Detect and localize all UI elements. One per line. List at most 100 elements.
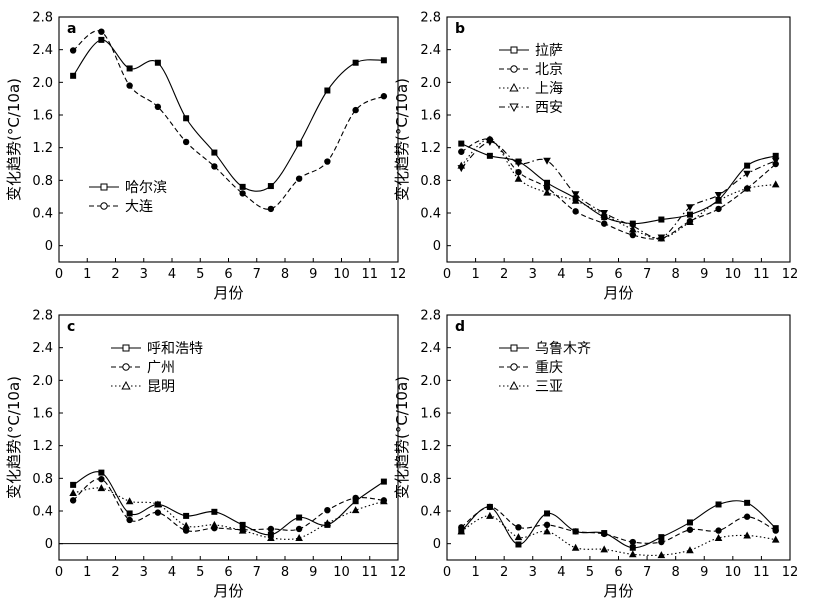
legend-label: 西安: [535, 100, 563, 116]
x-tick-label: 9: [700, 565, 708, 580]
series-line: [460, 138, 776, 239]
x-tick-label: 10: [725, 565, 742, 580]
x-tick-label: 2: [111, 267, 119, 282]
data-point: [352, 59, 359, 66]
legend-marker: [100, 202, 108, 210]
legend-label: 北京: [535, 62, 563, 78]
y-axis-label: 变化趋势(°C/10a): [5, 376, 23, 499]
x-tick-label: 1: [83, 267, 91, 282]
data-point: [154, 59, 161, 66]
series-大连: [69, 28, 388, 213]
x-tick-label: 4: [557, 565, 565, 580]
data-point: [324, 158, 331, 165]
x-tick-label: 9: [309, 267, 317, 282]
legend-label: 哈尔滨: [125, 180, 167, 196]
data-point: [515, 168, 522, 176]
data-point: [572, 528, 579, 535]
data-point: [324, 87, 331, 94]
y-tick-label: 0.8: [420, 472, 441, 487]
data-point: [267, 205, 275, 213]
legend-marker: [509, 103, 519, 113]
series-昆明: [69, 484, 388, 541]
data-point: [267, 525, 275, 533]
data-point: [629, 544, 636, 551]
data-point: [183, 115, 190, 122]
series-line: [460, 500, 777, 549]
data-point: [126, 82, 133, 89]
series-哈尔滨: [70, 36, 387, 192]
data-point: [458, 140, 465, 147]
legend-label: 呼和浩特: [147, 341, 203, 357]
y-tick-label: 0.8: [32, 472, 53, 487]
data-point: [543, 188, 551, 196]
data-point: [514, 174, 523, 182]
x-tick-label: 12: [782, 565, 799, 580]
legend-label: 大连: [125, 199, 153, 215]
series-line: [460, 141, 776, 239]
data-point: [514, 533, 523, 541]
data-point: [211, 163, 218, 170]
y-tick-label: 2.8: [420, 309, 441, 324]
data-point: [98, 28, 105, 35]
panel-d: 0 1 2 3 4 5 6 7 8 9 10 11 1200.40.81.21.62.02.42.8月份…: [393, 309, 798, 601]
data-point: [126, 65, 133, 72]
x-axis-label: 月份: [213, 284, 243, 302]
data-point: [211, 149, 218, 156]
x-tick-label: 8: [281, 565, 289, 580]
x-tick-label: 2: [111, 565, 119, 580]
legend-label: 上海: [535, 81, 563, 97]
data-point: [772, 152, 779, 159]
data-point: [295, 533, 303, 541]
data-point: [744, 499, 751, 506]
legend-marker: [100, 183, 108, 191]
data-point: [98, 469, 105, 476]
panel-label: b: [455, 21, 465, 37]
data-point: [182, 138, 190, 146]
data-point: [714, 196, 723, 204]
data-point: [571, 196, 580, 204]
data-point: [380, 478, 387, 485]
data-point: [486, 138, 494, 146]
x-tick-label: 11: [361, 267, 378, 282]
y-tick-label: 0.8: [32, 174, 53, 189]
y-tick-label: 1.2: [420, 439, 441, 454]
x-tick-label: 0: [443, 565, 451, 580]
x-tick-label: 9: [309, 565, 317, 580]
data-point: [210, 520, 219, 528]
data-point: [657, 551, 666, 559]
x-tick-label: 7: [253, 565, 261, 580]
y-tick-label: 0.4: [32, 207, 53, 222]
data-point: [486, 503, 494, 511]
data-point: [515, 524, 522, 531]
y-tick-label: 2.4: [420, 43, 441, 58]
series-line: [461, 515, 776, 556]
x-tick-label: 5: [586, 565, 594, 580]
legend-marker: [510, 46, 518, 54]
data-point: [295, 175, 303, 182]
data-point: [743, 170, 751, 178]
data-point: [686, 519, 693, 526]
y-axis-label: 变化趋势(°C/10a): [5, 78, 23, 201]
data-point: [69, 47, 77, 54]
data-point: [457, 527, 466, 535]
y-tick-label: 1.6: [420, 109, 441, 124]
data-point: [211, 508, 218, 515]
x-tick-label: 7: [643, 565, 651, 580]
x-tick-label: 1: [471, 565, 479, 580]
data-point: [686, 204, 694, 212]
data-point: [154, 509, 162, 516]
series-line: [461, 138, 777, 240]
y-tick-label: 2.0: [32, 76, 53, 91]
x-tick-label: 6: [614, 565, 622, 580]
data-point: [239, 183, 246, 190]
y-tick-label: 0: [433, 537, 441, 552]
legend-marker: [510, 344, 518, 352]
x-tick-label: 8: [672, 565, 680, 580]
x-tick-label: 3: [140, 267, 148, 282]
series-line: [72, 30, 385, 210]
series-西安: [457, 138, 780, 242]
x-tick-label: 5: [196, 565, 204, 580]
